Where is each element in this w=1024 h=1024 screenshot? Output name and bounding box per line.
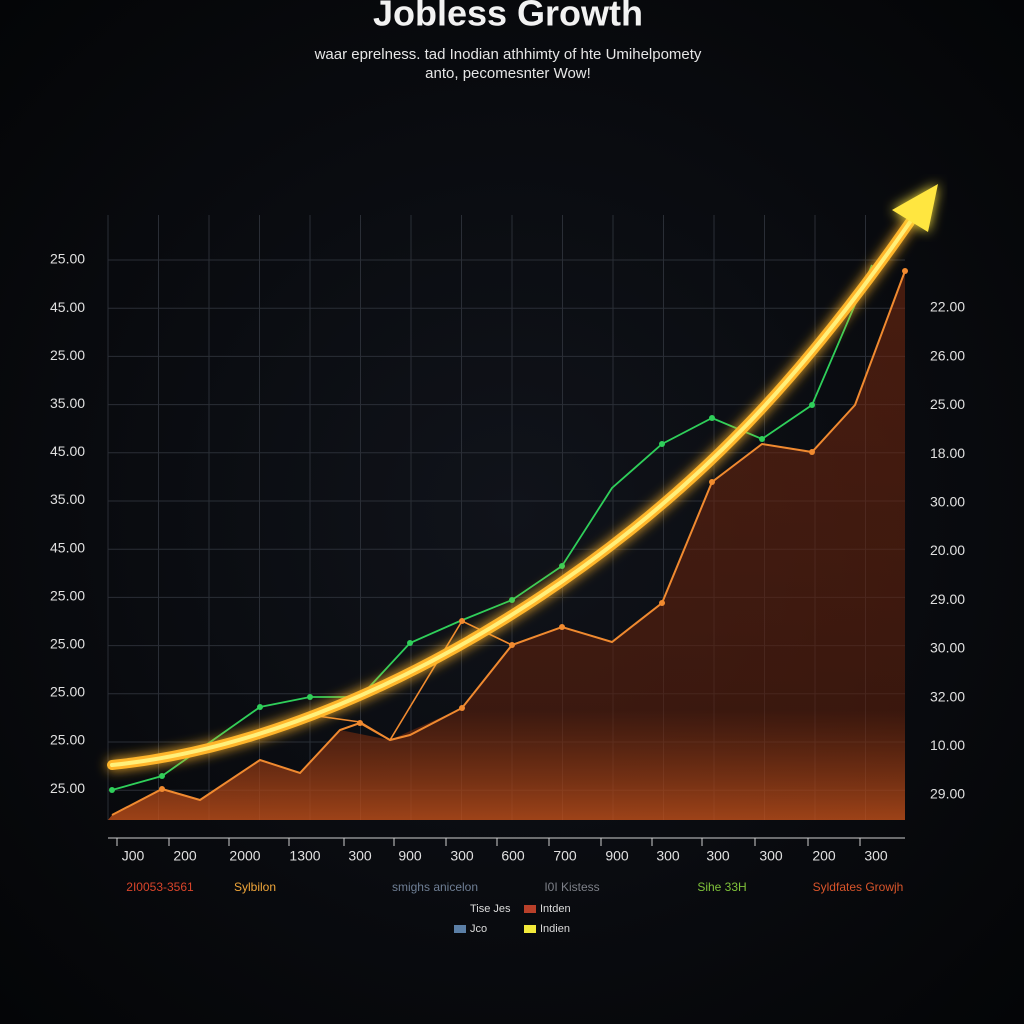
- trend-arrow-core: [110, 220, 912, 767]
- right-tick-label: 29.00: [930, 786, 965, 802]
- green-points: [109, 402, 815, 793]
- labels: 25.00 45.00 25.00 35.00 45.00 35.00 45.00 25.00…: [50, 251, 965, 935]
- legend-label: Tise Jes: [470, 903, 511, 915]
- series-label: I0I Kistess: [544, 880, 599, 894]
- right-tick-label: 10.00: [930, 737, 965, 753]
- x-tick-label: 900: [398, 848, 422, 864]
- x-tick-label: 900: [605, 848, 629, 864]
- x-tick-label: 300: [706, 848, 730, 864]
- x-tick-label: 200: [173, 848, 197, 864]
- legend-label: Jco: [470, 923, 487, 935]
- arrow-head: [892, 184, 938, 232]
- left-tick-label: 25.00: [50, 780, 85, 796]
- left-tick-label: 45.00: [50, 539, 85, 555]
- right-tick-label: 18.00: [930, 445, 965, 461]
- subtitle: waar eprelness. tad Inodian athhimty of …: [314, 46, 702, 63]
- left-tick-label: 45.00: [50, 443, 85, 459]
- x-tick-label: 1300: [289, 848, 320, 864]
- right-tick-label: 30.00: [930, 640, 965, 656]
- right-tick-label: 22.00: [930, 299, 965, 315]
- x-tick-label: 300: [759, 848, 783, 864]
- right-tick-label: 32.00: [930, 688, 965, 704]
- x-tick-label: 300: [450, 848, 474, 864]
- series-label: Syldfates Growjh: [813, 880, 904, 894]
- left-tick-label: 35.00: [50, 491, 85, 507]
- legend-swatch: [454, 925, 466, 933]
- x-tick-label: J00: [122, 848, 145, 864]
- right-tick-label: 30.00: [930, 494, 965, 510]
- x-tick-label: 300: [348, 848, 372, 864]
- series-label: 2I0053-3561: [126, 880, 194, 894]
- left-tick-label: 25.00: [50, 684, 85, 700]
- left-tick-label: 35.00: [50, 395, 85, 411]
- orange-points: [159, 268, 908, 792]
- right-tick-label: 20.00: [930, 542, 965, 558]
- left-tick-label: 25.00: [50, 347, 85, 363]
- right-tick-label: 29.00: [930, 591, 965, 607]
- x-tick-label: 700: [553, 848, 577, 864]
- orange-line-2: [309, 619, 513, 742]
- left-tick-label: 25.00: [50, 732, 85, 748]
- left-tick-label: 25.00: [50, 636, 85, 652]
- left-tick-label: 25.00: [50, 587, 85, 603]
- legend-swatch: [524, 905, 536, 913]
- series-label: smighs anicelon: [392, 880, 478, 894]
- x-tick-label: 300: [656, 848, 680, 864]
- x-tick-label: 300: [864, 848, 888, 864]
- x-tick-label: 2000: [229, 848, 260, 864]
- subtitle: anto, pecomesnter Wow!: [425, 65, 591, 82]
- legend-swatch: [524, 925, 536, 933]
- left-tick-label: 45.00: [50, 299, 85, 315]
- x-tick-label: 200: [812, 848, 836, 864]
- left-tick-label: 25.00: [50, 251, 85, 267]
- right-tick-label: 26.00: [930, 347, 965, 363]
- x-tick-label: 600: [501, 848, 525, 864]
- right-tick-label: 25.00: [930, 396, 965, 412]
- series-label: Sihe 33H: [697, 880, 746, 894]
- legend-label: Intden: [540, 903, 571, 915]
- series-label: Sylbilon: [234, 880, 276, 894]
- area: [108, 271, 905, 820]
- legend-label: Indien: [540, 923, 570, 935]
- title: Jobless Growth: [373, 0, 643, 34]
